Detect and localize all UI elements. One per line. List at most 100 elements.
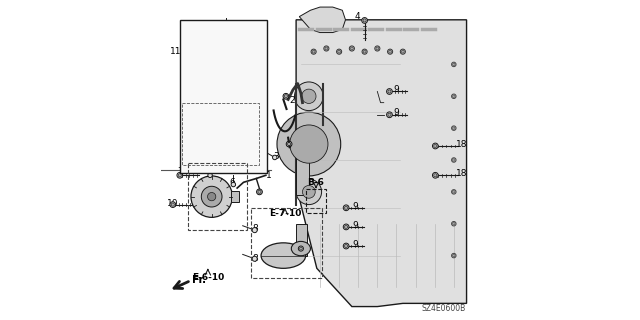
Text: 9: 9 (394, 85, 399, 94)
Circle shape (207, 193, 216, 201)
Circle shape (452, 190, 456, 194)
Circle shape (433, 143, 438, 149)
Text: 9: 9 (352, 202, 358, 211)
Text: 13: 13 (211, 92, 222, 101)
Circle shape (337, 49, 342, 54)
Circle shape (363, 19, 366, 22)
Text: 17: 17 (253, 64, 264, 73)
Circle shape (196, 76, 200, 79)
Circle shape (300, 247, 302, 250)
Circle shape (287, 142, 291, 146)
Circle shape (312, 50, 315, 53)
Text: E-7-10: E-7-10 (269, 209, 301, 218)
Circle shape (388, 113, 391, 116)
Circle shape (208, 173, 212, 178)
Circle shape (232, 110, 250, 127)
Circle shape (170, 202, 175, 207)
Text: 18: 18 (456, 169, 468, 178)
Circle shape (364, 50, 366, 53)
Circle shape (284, 95, 287, 98)
Circle shape (325, 47, 328, 50)
Circle shape (294, 82, 323, 111)
Circle shape (433, 172, 438, 178)
Bar (296, 224, 307, 256)
Text: 15: 15 (207, 28, 218, 37)
Circle shape (258, 190, 261, 193)
Circle shape (344, 206, 348, 209)
Text: 8: 8 (253, 224, 259, 233)
Bar (180, 20, 268, 173)
Circle shape (252, 65, 257, 70)
Text: 10: 10 (167, 198, 179, 207)
Circle shape (388, 49, 393, 54)
Circle shape (452, 158, 456, 162)
Circle shape (301, 89, 316, 103)
Circle shape (290, 125, 328, 163)
Bar (306, 189, 326, 212)
Circle shape (215, 93, 224, 102)
Circle shape (452, 253, 456, 258)
Circle shape (273, 155, 277, 160)
Text: 1: 1 (266, 171, 272, 180)
Circle shape (362, 18, 367, 23)
Circle shape (286, 141, 292, 147)
Circle shape (343, 243, 349, 249)
Circle shape (224, 42, 228, 45)
Circle shape (303, 186, 316, 198)
Circle shape (388, 90, 391, 93)
Circle shape (349, 46, 355, 51)
Circle shape (221, 39, 230, 48)
Polygon shape (228, 104, 252, 133)
Circle shape (434, 144, 437, 148)
Text: 3: 3 (244, 155, 250, 164)
Circle shape (452, 126, 456, 130)
Text: 9: 9 (352, 240, 358, 249)
Text: 5: 5 (205, 170, 211, 179)
Text: 13: 13 (209, 52, 220, 61)
Circle shape (177, 172, 182, 178)
Bar (231, 191, 239, 202)
Text: B-6: B-6 (308, 179, 324, 188)
Ellipse shape (291, 241, 310, 256)
Circle shape (218, 96, 221, 100)
Circle shape (376, 47, 379, 50)
Text: 12: 12 (234, 64, 245, 73)
Circle shape (216, 34, 236, 54)
Circle shape (172, 203, 174, 206)
Circle shape (239, 117, 243, 120)
Circle shape (452, 95, 455, 98)
Circle shape (434, 174, 437, 177)
Polygon shape (300, 7, 346, 33)
Circle shape (452, 94, 456, 99)
Circle shape (212, 52, 221, 60)
Circle shape (452, 159, 455, 161)
Text: 9: 9 (352, 221, 358, 230)
Circle shape (252, 256, 257, 261)
Circle shape (344, 225, 348, 228)
Circle shape (324, 46, 329, 51)
Circle shape (225, 161, 230, 165)
Text: 11: 11 (170, 46, 182, 56)
Circle shape (452, 127, 455, 129)
Text: 16: 16 (187, 72, 198, 81)
Ellipse shape (261, 243, 306, 268)
Circle shape (231, 63, 241, 72)
Circle shape (401, 50, 404, 53)
Circle shape (452, 254, 455, 257)
Circle shape (178, 174, 181, 177)
Circle shape (387, 112, 392, 118)
Circle shape (277, 112, 340, 176)
Text: 6: 6 (230, 179, 236, 188)
Text: 9: 9 (394, 108, 399, 117)
Circle shape (400, 49, 405, 54)
Circle shape (338, 50, 340, 53)
Circle shape (298, 246, 303, 251)
Text: 2: 2 (289, 96, 295, 105)
Circle shape (387, 89, 392, 94)
Text: 8: 8 (253, 254, 259, 263)
Circle shape (452, 221, 456, 226)
Bar (252, 208, 321, 278)
Bar (188, 163, 246, 230)
Circle shape (452, 222, 455, 225)
Circle shape (375, 46, 380, 51)
